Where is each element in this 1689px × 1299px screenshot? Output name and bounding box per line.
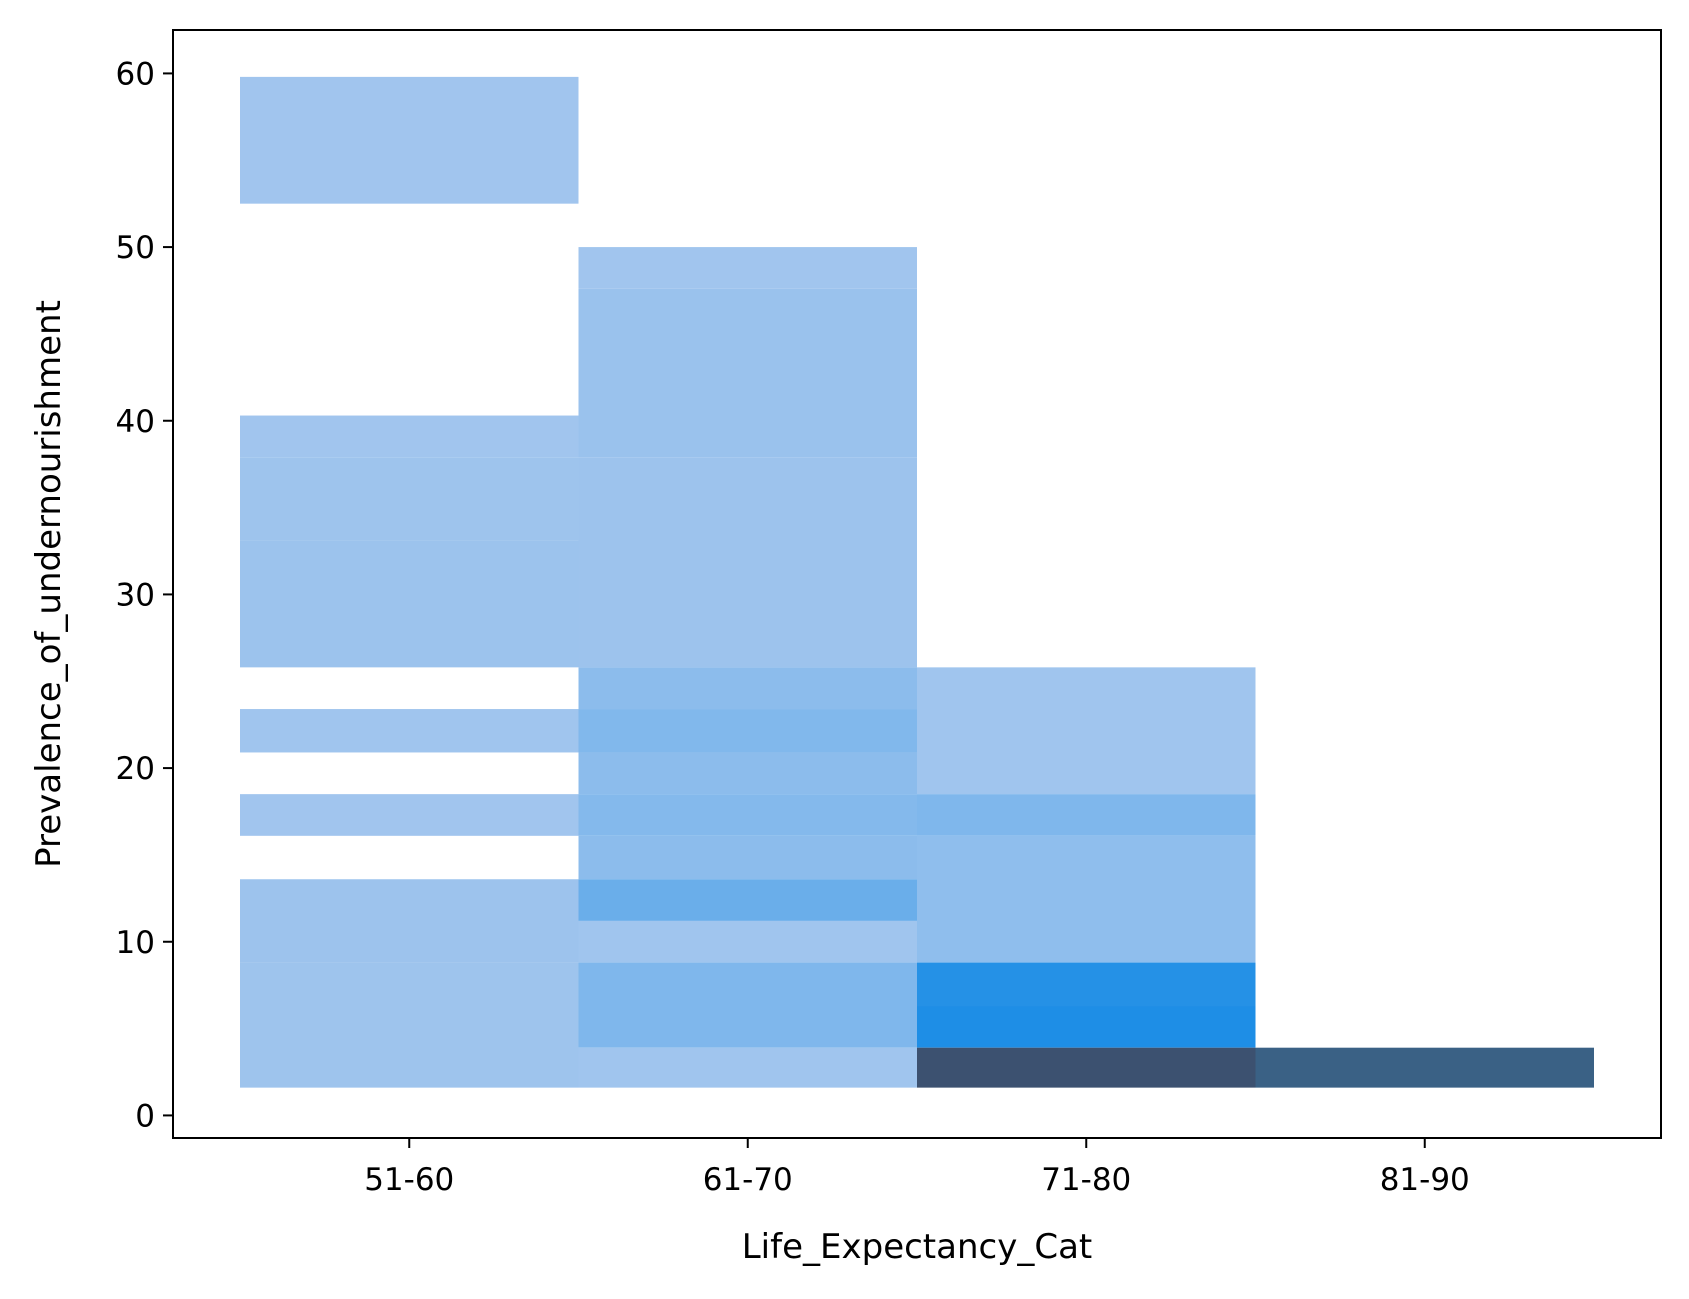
heatmap-cell	[240, 415, 579, 458]
heatmap-cell	[578, 835, 917, 880]
x-axis-label: Life_Expectancy_Cat	[742, 1227, 1093, 1267]
heatmap-cell	[1255, 1047, 1594, 1088]
heatmap-cell	[240, 962, 579, 1088]
y-axis-label: Prevalence_of_undernourishment	[29, 300, 69, 868]
y-tick-label: 50	[116, 230, 155, 266]
heatmap-cell	[578, 920, 917, 963]
heatmap-cell	[578, 457, 917, 668]
y-tick-label: 60	[116, 56, 155, 92]
heatmap-cell	[240, 540, 579, 668]
heatmap-cell	[240, 76, 579, 204]
x-axis: 51-60 61-70 71-80 81-90	[364, 1138, 1470, 1198]
x-tick-label: 81-90	[1380, 1162, 1470, 1198]
heatmap-cell	[240, 794, 579, 836]
x-tick-label: 51-60	[364, 1162, 454, 1198]
heatmap-cell	[578, 794, 917, 836]
heatmap-cell	[578, 752, 917, 795]
heatmap-cell	[240, 879, 579, 963]
y-tick-label: 40	[116, 404, 155, 440]
y-tick-label: 30	[116, 577, 155, 613]
heatmap-cell	[578, 667, 917, 710]
plot-frame	[172, 29, 1662, 1139]
heatmap-cell	[578, 879, 917, 921]
heatmap-cell	[917, 835, 1256, 963]
heatmap-cell	[240, 709, 579, 753]
heatmap-cell	[917, 1006, 1256, 1048]
heatmap-cell	[917, 1047, 1256, 1088]
heatmap-cell	[578, 962, 917, 1048]
y-tick-label: 10	[116, 925, 155, 961]
heatmap-cell	[917, 962, 1256, 1007]
y-tick-label: 0	[135, 1098, 155, 1134]
x-tick-label: 61-70	[703, 1162, 793, 1198]
y-tick-label: 20	[116, 751, 155, 787]
heatmap-cell	[240, 457, 579, 541]
heatmap-cell	[578, 247, 917, 289]
heatmap-cell	[917, 794, 1256, 836]
heatmap-cell	[578, 1047, 917, 1088]
heatmap-cell	[578, 709, 917, 753]
heatmap-cell	[578, 288, 917, 458]
heatmap-cells	[240, 76, 1594, 1088]
heatmap-cell	[917, 667, 1256, 795]
y-axis: 0 10 20 30 40 50 60	[116, 56, 173, 1134]
x-tick-label: 71-80	[1041, 1162, 1131, 1198]
